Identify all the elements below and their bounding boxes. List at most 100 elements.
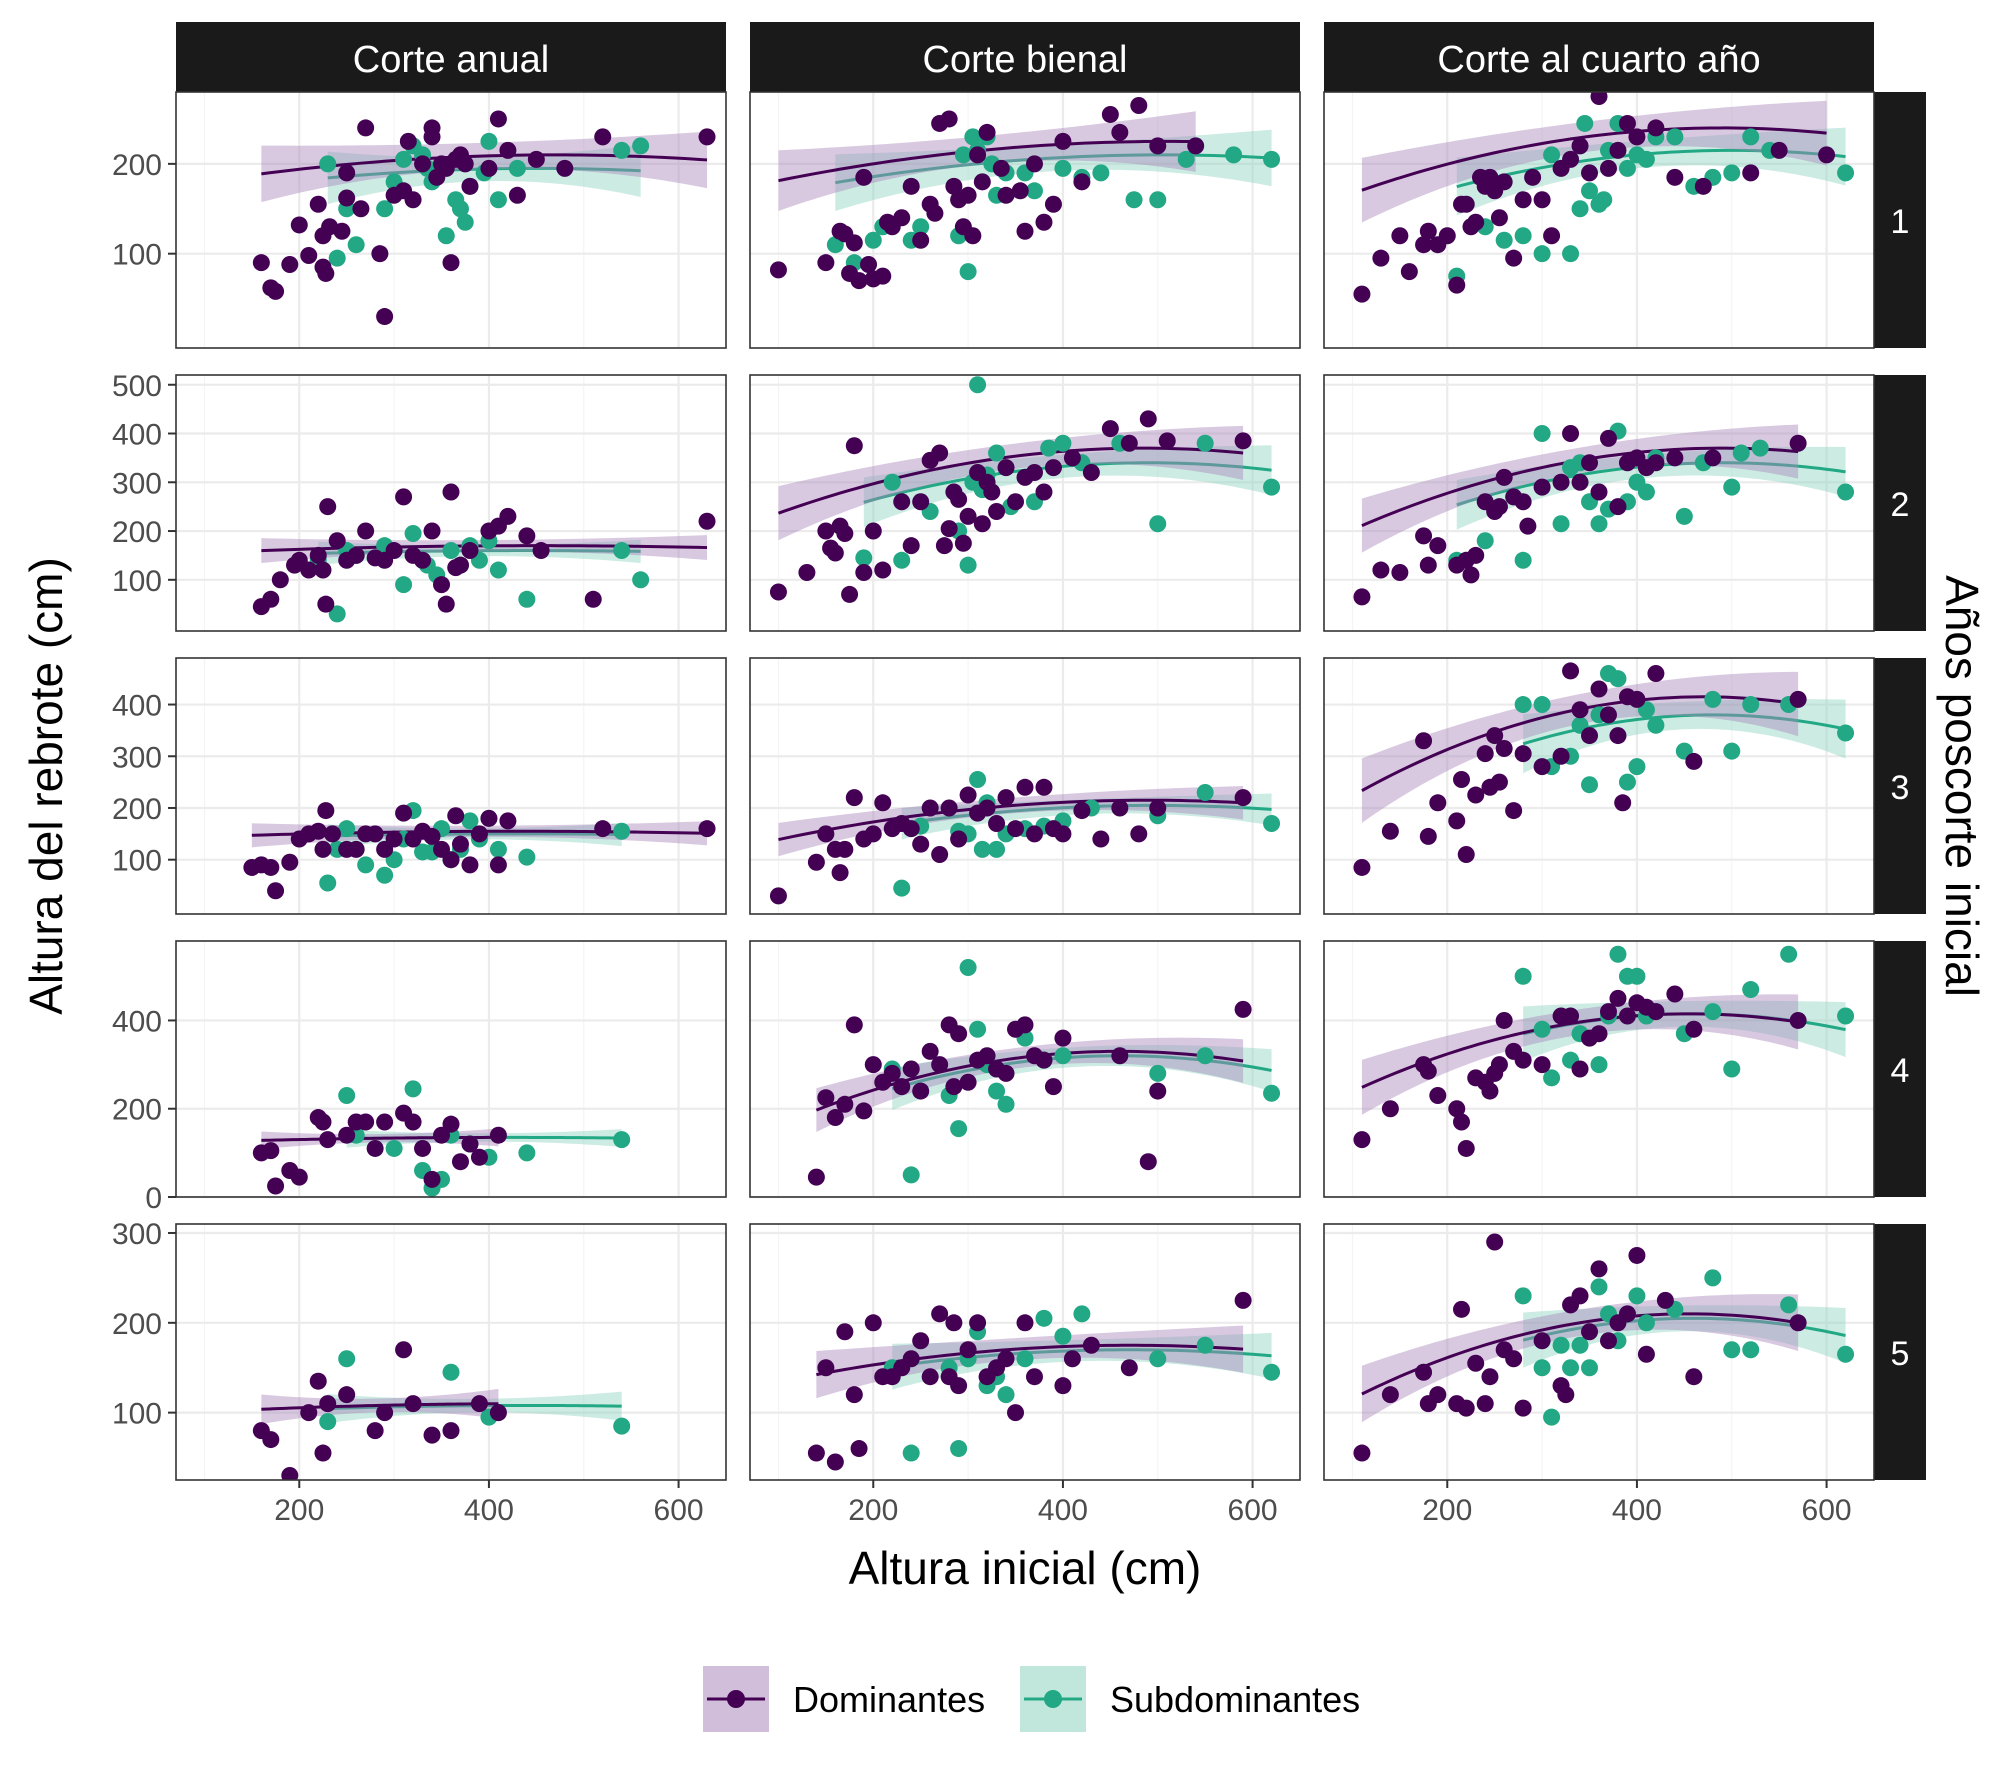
data-point-dominantes — [1666, 985, 1684, 1003]
data-point-dominantes — [1419, 1062, 1437, 1080]
data-point-subdominantes — [1837, 164, 1855, 182]
data-point-dominantes — [1666, 168, 1684, 186]
data-point-dominantes — [864, 825, 882, 843]
data-point-dominantes — [1149, 137, 1167, 155]
data-point-dominantes — [1476, 1395, 1494, 1413]
data-point-subdominantes — [395, 576, 413, 594]
data-point-dominantes — [470, 1148, 488, 1166]
data-point-subdominantes — [404, 524, 422, 542]
data-point-dominantes — [850, 272, 868, 290]
x-tick-label: 200 — [274, 1494, 324, 1527]
panel-border — [1323, 657, 1875, 915]
data-point-dominantes — [437, 595, 455, 613]
data-point-subdominantes — [1742, 1341, 1760, 1359]
confidence-band-dominantes — [1361, 424, 1799, 553]
data-point-dominantes — [1637, 1345, 1655, 1363]
data-point-subdominantes — [1723, 1341, 1741, 1359]
data-point-subdominantes — [1704, 1003, 1722, 1021]
data-point-dominantes — [1234, 1291, 1252, 1309]
data-point-dominantes — [442, 254, 460, 272]
x-tick-label: 600 — [1228, 1494, 1278, 1527]
row-strip-label: 2 — [1891, 486, 1910, 524]
data-point-dominantes — [1505, 802, 1523, 820]
data-point-dominantes — [1647, 665, 1665, 683]
data-point-dominantes — [1533, 478, 1551, 496]
data-point-dominantes — [319, 498, 337, 516]
data-point-dominantes — [973, 515, 991, 533]
data-point-dominantes — [1372, 249, 1390, 267]
row-strip-bg — [1874, 658, 1926, 914]
data-point-dominantes — [442, 1115, 460, 1133]
data-point-dominantes — [983, 483, 1001, 501]
data-point-dominantes — [950, 1377, 968, 1395]
data-point-dominantes — [855, 563, 873, 581]
data-point-dominantes — [1429, 1386, 1447, 1404]
data-point-subdominantes — [1263, 478, 1281, 496]
data-point-dominantes — [926, 204, 944, 222]
data-point-dominantes — [1353, 858, 1371, 876]
data-point-dominantes — [1609, 727, 1627, 745]
data-point-dominantes — [845, 789, 863, 807]
data-point-dominantes — [864, 1056, 882, 1074]
data-point-dominantes — [290, 216, 308, 234]
data-point-subdominantes — [1837, 483, 1855, 501]
panel-border — [175, 657, 727, 915]
data-point-subdominantes — [518, 590, 536, 608]
data-point-subdominantes — [883, 473, 901, 491]
data-point-dominantes — [314, 1444, 332, 1462]
data-point-dominantes — [352, 200, 370, 218]
data-point-subdominantes — [1514, 1287, 1532, 1305]
panel — [175, 1223, 727, 1481]
data-point-dominantes — [366, 825, 384, 843]
data-point-dominantes — [1063, 449, 1081, 467]
row-strip-title: Años poscorte inicial — [1936, 575, 1988, 997]
data-point-dominantes — [945, 1078, 963, 1096]
data-point-dominantes — [414, 155, 432, 173]
confidence-band-dominantes — [261, 535, 708, 564]
panel-background — [750, 92, 1300, 348]
data-point-dominantes — [323, 825, 341, 843]
data-point-dominantes — [893, 209, 911, 227]
panel-marks — [1353, 945, 1855, 1157]
data-point-dominantes — [997, 789, 1015, 807]
row-strip: 1 — [1874, 92, 1926, 348]
data-point-dominantes — [1419, 222, 1437, 240]
data-point-dominantes — [333, 222, 351, 240]
panel-border — [175, 940, 727, 1198]
panel-grid — [750, 658, 1300, 914]
data-point-dominantes — [1457, 195, 1475, 213]
data-point-subdominantes — [1514, 696, 1532, 714]
data-point-subdominantes — [902, 1166, 920, 1184]
fit-line-subdominantes — [863, 461, 1272, 504]
data-point-subdominantes — [1628, 758, 1646, 776]
data-point-subdominantes — [1628, 1287, 1646, 1305]
data-point-dominantes — [1415, 732, 1433, 750]
data-point-subdominantes — [489, 561, 507, 579]
data-point-dominantes — [1789, 1011, 1807, 1029]
data-point-subdominantes — [1637, 483, 1655, 501]
data-point-subdominantes — [1666, 128, 1684, 146]
data-point-subdominantes — [1637, 150, 1655, 168]
y-tick-label: 200 — [112, 516, 162, 549]
data-point-dominantes — [902, 820, 920, 838]
data-point-dominantes — [1590, 1025, 1608, 1043]
data-point-subdominantes — [1609, 670, 1627, 688]
data-point-subdominantes — [1732, 444, 1750, 462]
data-point-dominantes — [319, 1131, 337, 1149]
legend-key-point — [1044, 1690, 1062, 1708]
data-point-dominantes — [864, 1314, 882, 1332]
data-point-dominantes — [1581, 1323, 1599, 1341]
data-point-subdominantes — [1590, 1278, 1608, 1296]
data-point-dominantes — [769, 583, 787, 601]
row-strip-bg — [1874, 1224, 1926, 1480]
data-point-dominantes — [1054, 1029, 1072, 1047]
data-point-subdominantes — [902, 1444, 920, 1462]
data-point-dominantes — [1618, 114, 1636, 132]
data-point-dominantes — [1457, 1399, 1475, 1417]
data-point-dominantes — [883, 1064, 901, 1082]
data-point-dominantes — [556, 159, 574, 177]
data-point-subdominantes — [1552, 1336, 1570, 1354]
data-point-subdominantes — [1514, 227, 1532, 245]
column-strip-bg — [176, 22, 726, 92]
data-point-dominantes — [931, 444, 949, 462]
